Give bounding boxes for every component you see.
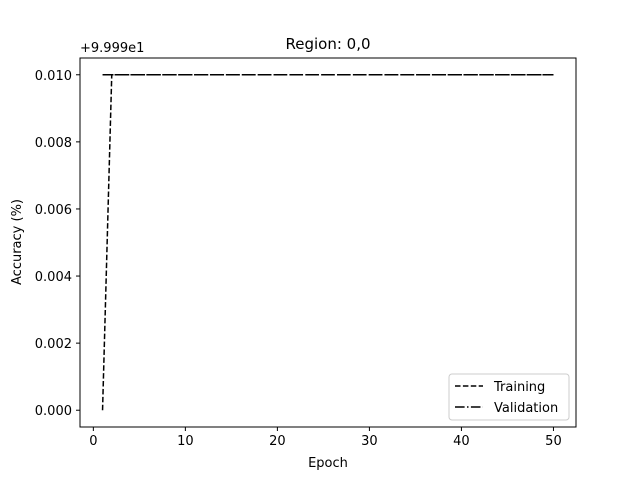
y-axis-offset-text: +9.999e1 (80, 41, 144, 56)
y-tick-label: 0.008 (35, 136, 72, 151)
y-tick-label: 0.010 (35, 69, 72, 84)
ticks-layer: 0 10 20 30 40 50 0.000 0.002 0.004 0.006 0.008 0.01… (35, 69, 562, 449)
series-layer (101, 74, 554, 411)
plot-frame (79, 57, 577, 428)
x-tick-label: 50 (545, 434, 562, 449)
x-tick-label: 0 (89, 434, 97, 449)
x-tick-label: 20 (269, 434, 286, 449)
legend: Training Validation (448, 373, 570, 421)
legend-label-validation: Validation (494, 401, 558, 416)
chart-title: Region: 0,0 (285, 35, 370, 53)
x-axis-label: Epoch (308, 456, 348, 471)
x-tick-label: 40 (453, 434, 470, 449)
y-tick-label: 0.004 (35, 270, 72, 285)
y-tick-label: 0.006 (35, 203, 72, 218)
y-tick-label: 0.000 (35, 404, 72, 419)
x-tick-label: 10 (177, 434, 194, 449)
y-tick-label: 0.002 (35, 337, 72, 352)
x-tick-label: 30 (361, 434, 378, 449)
y-axis-label: Accuracy (%) (10, 199, 25, 285)
legend-label-training: Training (493, 380, 545, 395)
